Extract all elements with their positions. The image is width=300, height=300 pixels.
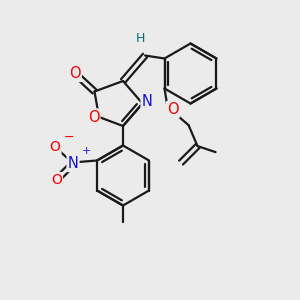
Text: O: O (50, 140, 61, 154)
Text: O: O (51, 173, 62, 187)
Text: −: − (63, 131, 74, 144)
Text: H: H (136, 32, 145, 46)
Text: +: + (81, 146, 91, 156)
Text: N: N (142, 94, 152, 110)
Text: O: O (88, 110, 99, 124)
Text: O: O (69, 66, 81, 81)
Text: O: O (167, 102, 179, 117)
Text: N: N (68, 156, 79, 171)
